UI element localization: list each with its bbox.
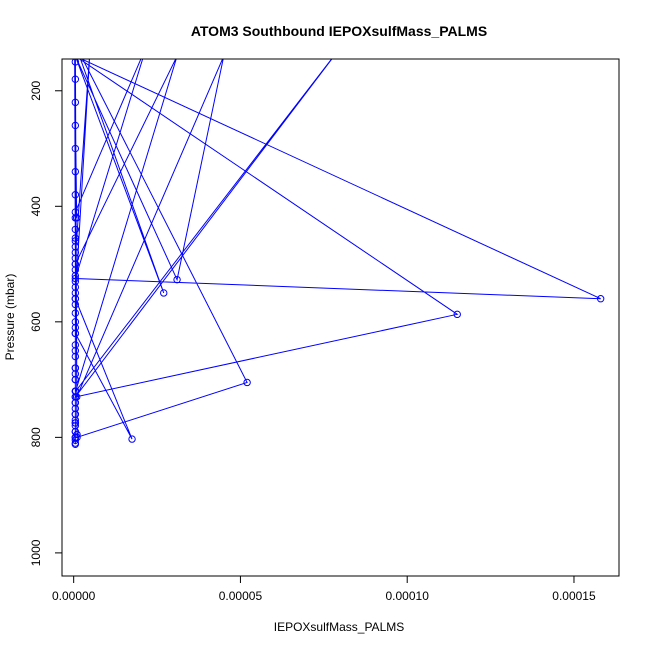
data-point: [71, 248, 80, 257]
data-point: [71, 347, 80, 355]
plot-area: [71, 59, 605, 448]
x-axis: 0.00000 0.00005 0.00010 0.00015: [52, 576, 596, 603]
data-point: [71, 167, 80, 176]
data-point: [71, 277, 80, 286]
data-point: [128, 435, 136, 443]
data-point: [71, 422, 80, 430]
data-point: [71, 416, 80, 424]
x-tick-label: 0.00015: [552, 589, 596, 603]
data-point: [71, 191, 80, 199]
data-point: [71, 243, 80, 251]
x-tick-label: 0.00010: [386, 589, 430, 603]
data-point: [71, 121, 80, 130]
y-tick-label: 800: [29, 427, 43, 447]
data-point: [71, 237, 80, 245]
data-point: [71, 309, 80, 317]
data-point: [71, 375, 80, 384]
data-point: [71, 323, 80, 332]
x-tick-label: 0.00005: [219, 589, 263, 603]
y-tick-label: 400: [29, 196, 43, 216]
data-point: [71, 75, 80, 83]
data-point: [71, 295, 80, 303]
data-point: [596, 295, 605, 303]
y-axis: 200 400 600 800 1000: [29, 80, 62, 566]
data-point: [71, 234, 80, 242]
x-axis-label: IEPOXsulfMass_PALMS: [274, 620, 405, 634]
data-point: [71, 341, 80, 349]
y-axis-label: Pressure (mbar): [3, 274, 17, 361]
data-point: [71, 410, 80, 418]
data-point: [71, 289, 80, 297]
data-point: [160, 289, 168, 297]
data-point: [71, 260, 80, 268]
data-point: [71, 98, 80, 107]
series-line: [74, 59, 601, 445]
data-point: [71, 283, 80, 291]
plot-frame: [61, 58, 620, 577]
data-point: [71, 329, 80, 338]
data-point: [71, 387, 80, 395]
data-point: [71, 59, 80, 66]
data-point: [71, 318, 80, 326]
data-point: [71, 274, 80, 283]
data-point: [71, 364, 80, 372]
y-tick-label: 1000: [29, 539, 43, 566]
data-point: [71, 419, 80, 427]
data-point: [71, 225, 80, 234]
data-point: [71, 440, 80, 448]
y-tick-label: 600: [29, 312, 43, 332]
data-point: [71, 254, 80, 262]
data-point: [71, 300, 80, 309]
data-point: [243, 378, 251, 387]
data-point: [71, 144, 80, 153]
data-point: [71, 370, 80, 378]
data-point: [72, 393, 81, 401]
y-tick-label: 200: [29, 80, 43, 100]
data-point: [71, 404, 80, 413]
data-point: [73, 430, 81, 439]
data-point: [173, 275, 181, 284]
data-point: [73, 433, 81, 442]
chart-title: ATOM3 Southbound IEPOXsulfMass_PALMS: [191, 23, 487, 39]
data-point: [453, 310, 461, 319]
data-point: [71, 208, 80, 216]
data-point: [71, 271, 80, 280]
data-point: [71, 352, 80, 361]
data-point: [71, 266, 80, 274]
x-tick-label: 0.00000: [52, 589, 96, 603]
